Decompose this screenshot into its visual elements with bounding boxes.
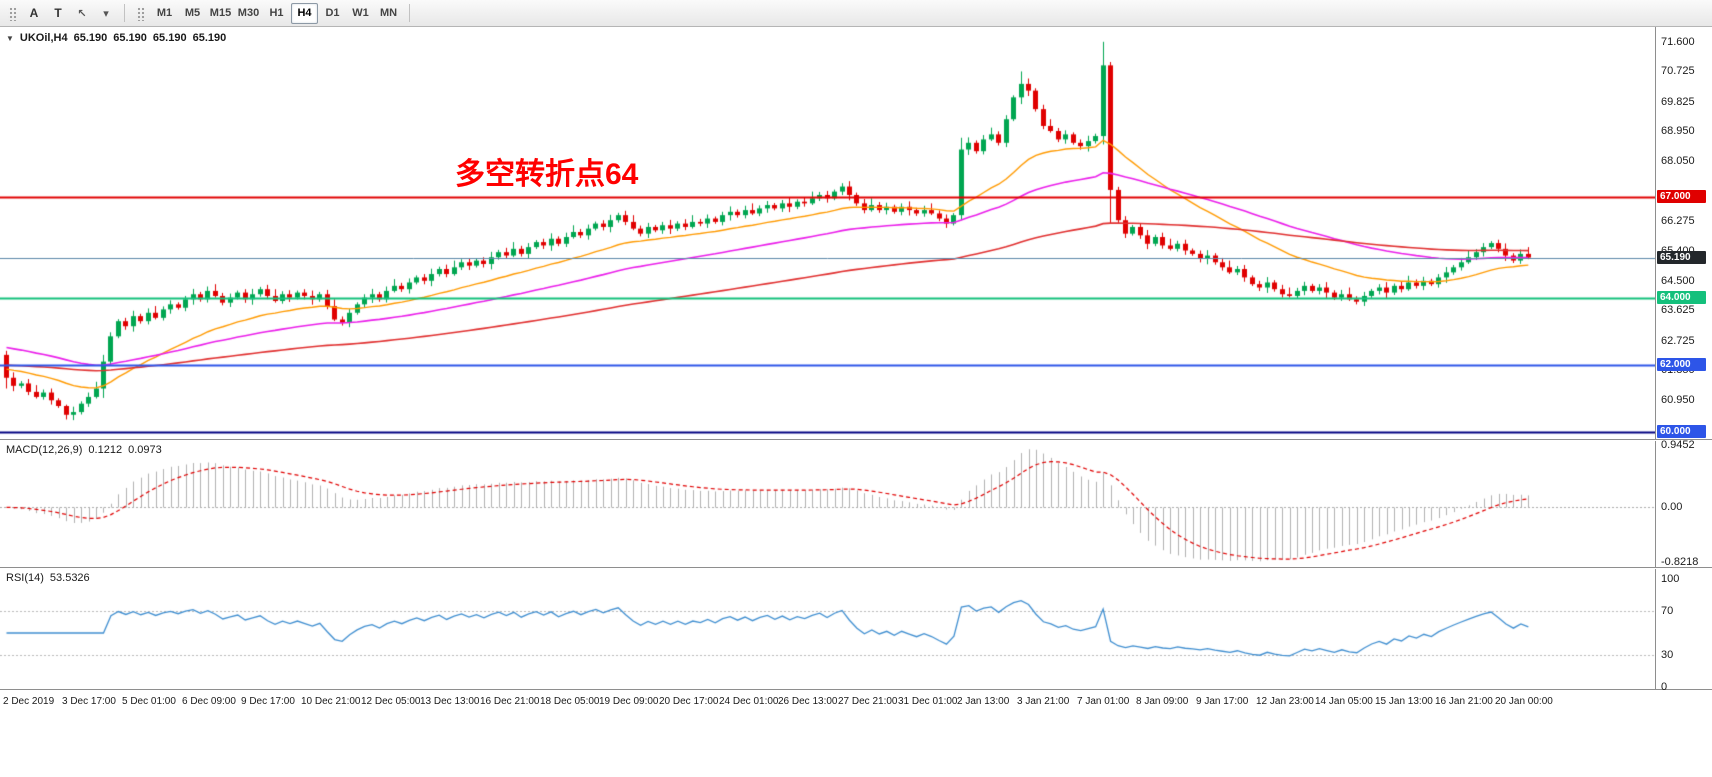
time-label: 19 Dec 09:00 <box>599 696 659 707</box>
chevron-down-icon[interactable]: ▾ <box>95 3 117 24</box>
time-label: 20 Dec 17:00 <box>659 696 719 707</box>
price-tick-label: 69.825 <box>1661 96 1695 108</box>
timeframe-button-w1[interactable]: W1 <box>347 3 374 24</box>
chart-annotation-text[interactable]: 多空转折点64 <box>455 158 639 191</box>
ohlc-high: 65.190 <box>113 32 147 44</box>
timeframe-button-m1[interactable]: M1 <box>151 3 178 24</box>
time-label: 26 Dec 13:00 <box>778 696 838 707</box>
rsi-scale-label: 100 <box>1661 573 1680 585</box>
time-label: 6 Dec 09:00 <box>182 696 236 707</box>
time-label: 9 Jan 17:00 <box>1196 696 1249 707</box>
price-axis[interactable]: 71.60070.72569.82568.95068.05066.27565.4… <box>1655 27 1712 439</box>
price-tick-label: 68.950 <box>1661 125 1695 137</box>
timeframe-group: M1 M5 M15 M30 H1 H4 D1 W1 MN <box>151 2 402 24</box>
time-label: 7 Jan 01:00 <box>1077 696 1130 707</box>
time-label: 3 Jan 21:00 <box>1017 696 1070 707</box>
price-tick-label: 70.725 <box>1661 65 1695 77</box>
time-label: 12 Dec 05:00 <box>361 696 421 707</box>
rsi-label: RSI(14) 53.5326 <box>6 572 90 584</box>
rsi-scale-label: 0 <box>1661 681 1668 693</box>
text-label-tool-button[interactable]: T <box>47 3 69 24</box>
time-label: 2 Dec 2019 <box>3 696 55 707</box>
timeframe-button-d1[interactable]: D1 <box>319 3 346 24</box>
price-badge: 65.190 <box>1657 251 1706 264</box>
macd-scale-label: 0.00 <box>1661 501 1683 513</box>
timeframe-button-m5[interactable]: M5 <box>179 3 206 24</box>
price-tick-label: 71.600 <box>1661 36 1695 48</box>
time-label: 9 Dec 17:00 <box>241 696 295 707</box>
symbol-dropdown-icon[interactable]: ▼ <box>6 33 14 43</box>
arrow-text-tool-button[interactable]: A <box>23 3 45 24</box>
time-label: 24 Dec 01:00 <box>719 696 779 707</box>
macd-label: MACD(12,26,9) 0.1212 0.0973 <box>6 444 162 456</box>
rsi-axis[interactable]: 100 70 30 0 <box>1655 569 1712 693</box>
toolbar-separator <box>409 4 410 22</box>
time-label: 31 Dec 01:00 <box>898 696 958 707</box>
price-badge: 64.000 <box>1657 291 1706 304</box>
time-label: 10 Dec 21:00 <box>301 696 361 707</box>
rsi-scale-label: 30 <box>1661 649 1674 661</box>
time-axis[interactable]: 2 Dec 2019 3 Dec 17:00 5 Dec 01:00 6 Dec 09… <box>0 691 1712 715</box>
time-label: 3 Dec 17:00 <box>62 696 116 707</box>
price-badge: 60.000 <box>1657 425 1706 438</box>
time-label: 15 Jan 13:00 <box>1375 696 1433 707</box>
macd-name: MACD(12,26,9) <box>6 444 83 456</box>
time-label: 14 Jan 05:00 <box>1315 696 1373 707</box>
rsi-name: RSI(14) <box>6 572 44 584</box>
price-badge: 62.000 <box>1657 358 1706 371</box>
cursor-tool-icon[interactable]: ↖ <box>71 3 93 24</box>
rsi-value: 53.5326 <box>49 572 90 584</box>
price-tick-label: 60.950 <box>1661 394 1695 406</box>
macd-value: 0.1212 <box>88 444 123 456</box>
main-chart-canvas[interactable] <box>0 27 1655 439</box>
price-tick-label: 63.625 <box>1661 304 1695 316</box>
rsi-canvas[interactable] <box>0 569 1655 689</box>
toolbar-separator <box>124 4 125 22</box>
main-chart-panel: ▼ UKOil,H4 65.190 65.190 65.190 65.190 多… <box>0 27 1712 440</box>
time-label: 13 Dec 13:00 <box>420 696 480 707</box>
time-label: 20 Jan 00:00 <box>1495 696 1553 707</box>
timeframe-button-mn[interactable]: MN <box>375 3 402 24</box>
price-tick-label: 62.725 <box>1661 335 1695 347</box>
time-label: 2 Jan 13:00 <box>957 696 1010 707</box>
time-label: 8 Jan 09:00 <box>1136 696 1189 707</box>
price-tick-label: 68.050 <box>1661 155 1695 167</box>
macd-panel: MACD(12,26,9) 0.1212 0.0973 0.9452 0.00 -0… <box>0 439 1712 568</box>
time-label: 16 Jan 21:00 <box>1435 696 1493 707</box>
timeframe-button-m15[interactable]: M15 <box>207 3 234 24</box>
symbol-name: UKOil,H4 <box>19 32 68 44</box>
macd-axis[interactable]: 0.9452 0.00 -0.8218 <box>1655 439 1712 568</box>
macd-canvas[interactable] <box>0 441 1655 567</box>
macd-scale-label: -0.8218 <box>1661 556 1699 568</box>
toolbar-grip-icon[interactable] <box>8 5 17 21</box>
time-label: 5 Dec 01:00 <box>122 696 176 707</box>
timeframe-button-h1[interactable]: H1 <box>263 3 290 24</box>
macd-signal-value: 0.0973 <box>128 444 162 456</box>
price-tick-label: 64.500 <box>1661 275 1695 287</box>
rsi-scale-label: 70 <box>1661 605 1674 617</box>
ohlc-close: 65.190 <box>192 32 227 44</box>
time-label: 27 Dec 21:00 <box>838 696 898 707</box>
price-tick-label: 66.275 <box>1661 215 1695 227</box>
toolbar: A T ↖ ▾ M1 M5 M15 M30 H1 H4 D1 W1 MN <box>0 0 1712 27</box>
symbol-header: ▼ UKOil,H4 65.190 65.190 65.190 65.190 <box>6 32 226 44</box>
macd-scale-label: 0.9452 <box>1661 439 1695 451</box>
time-label: 18 Dec 05:00 <box>540 696 600 707</box>
ohlc-low: 65.190 <box>152 32 187 44</box>
timeframe-button-h4[interactable]: H4 <box>291 2 318 24</box>
timeframe-grip-icon[interactable] <box>136 5 145 21</box>
rsi-panel: RSI(14) 53.5326 100 70 30 0 <box>0 569 1712 693</box>
time-label: 12 Jan 23:00 <box>1256 696 1314 707</box>
ohlc-open: 65.190 <box>73 32 108 44</box>
timeframe-button-m30[interactable]: M30 <box>235 3 262 24</box>
time-label: 16 Dec 21:00 <box>480 696 540 707</box>
price-badge: 67.000 <box>1657 190 1706 203</box>
